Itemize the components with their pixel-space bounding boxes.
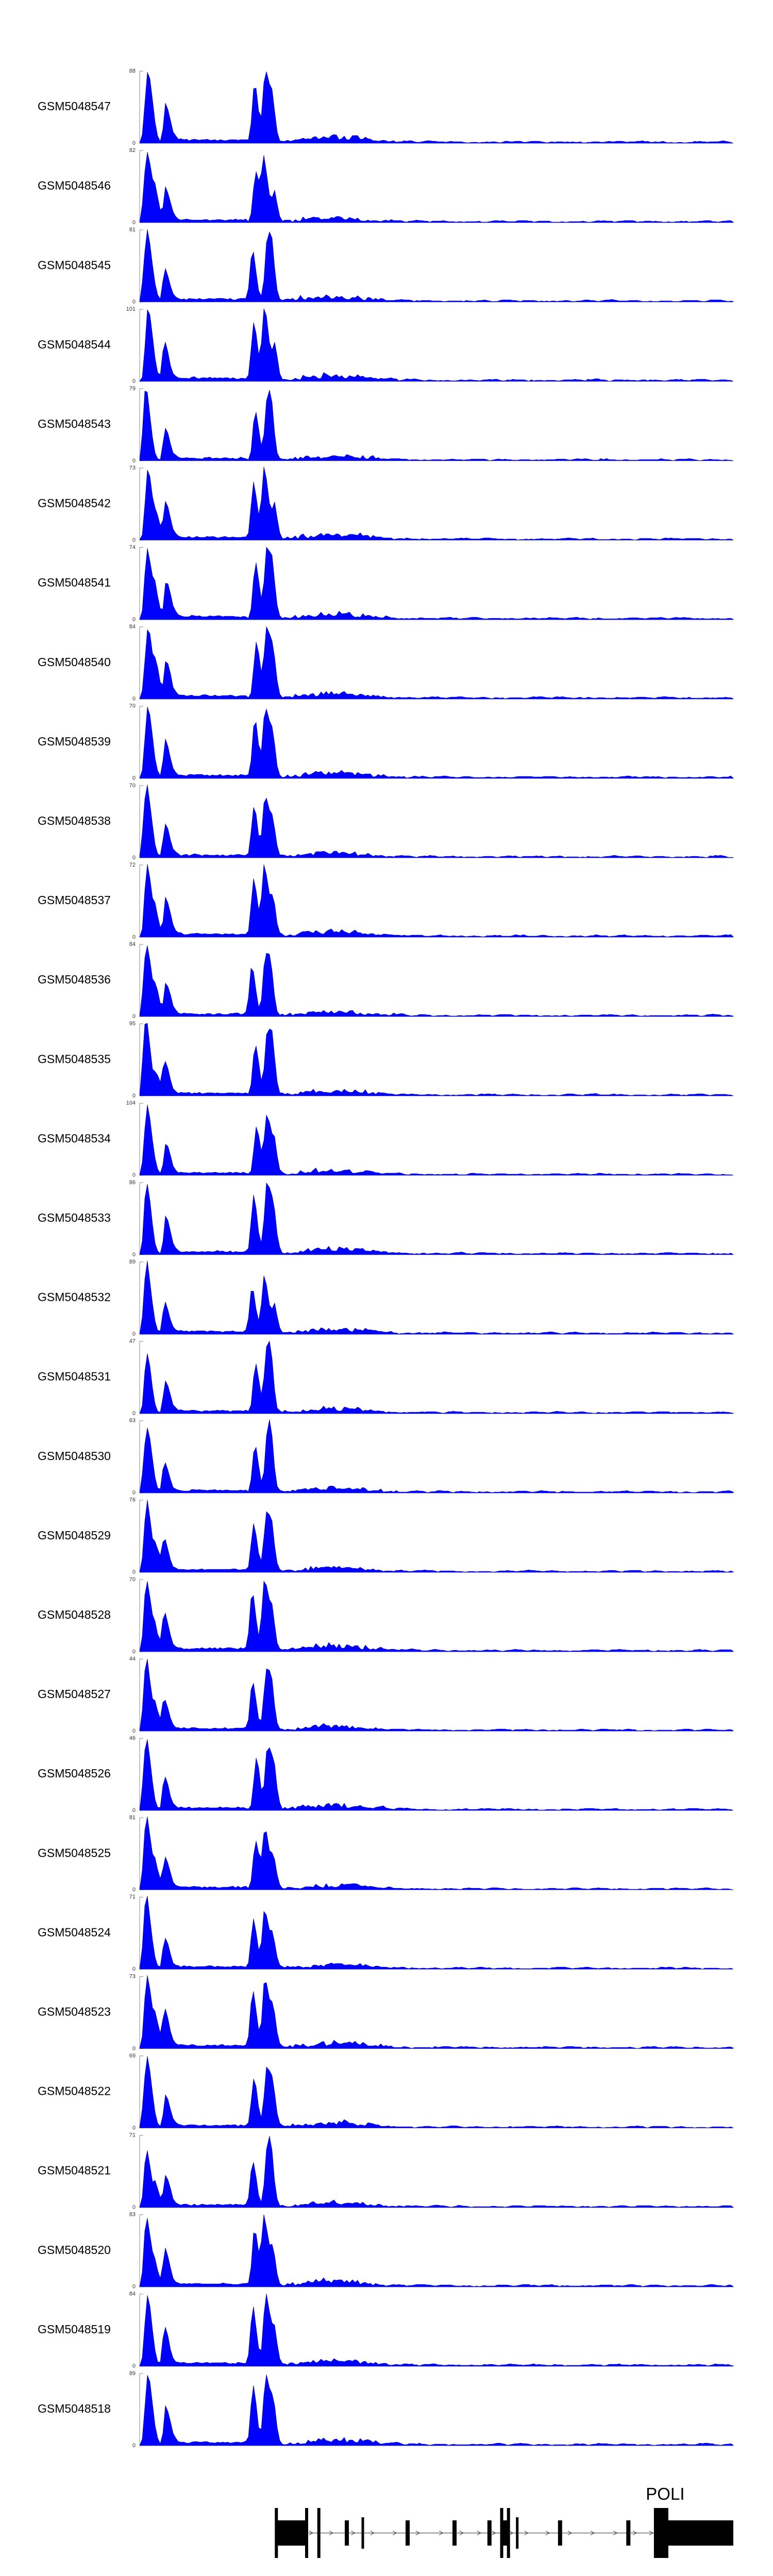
svg-text:GSM5048531: GSM5048531 bbox=[38, 1370, 111, 1383]
svg-text:GSM5048519: GSM5048519 bbox=[38, 2323, 111, 2336]
svg-text:0: 0 bbox=[132, 140, 136, 146]
svg-text:GSM5048527: GSM5048527 bbox=[38, 1687, 111, 1701]
svg-text:GSM5048546: GSM5048546 bbox=[38, 179, 111, 192]
svg-text:GSM5048545: GSM5048545 bbox=[38, 258, 111, 272]
svg-text:84: 84 bbox=[129, 2291, 136, 2297]
svg-text:0: 0 bbox=[132, 1411, 136, 1417]
svg-text:70: 70 bbox=[129, 783, 136, 789]
svg-text:81: 81 bbox=[129, 1815, 136, 1821]
svg-text:86: 86 bbox=[129, 1179, 136, 1185]
svg-text:88: 88 bbox=[129, 68, 136, 74]
svg-text:0: 0 bbox=[132, 537, 136, 543]
svg-text:0: 0 bbox=[132, 1093, 136, 1099]
svg-text:GSM5048532: GSM5048532 bbox=[38, 1291, 111, 1304]
svg-text:GSM5048530: GSM5048530 bbox=[38, 1449, 111, 1463]
svg-text:63: 63 bbox=[129, 1418, 136, 1424]
svg-text:GSM5048536: GSM5048536 bbox=[38, 973, 111, 986]
svg-text:GSM5048525: GSM5048525 bbox=[38, 1846, 111, 1859]
svg-text:GSM5048518: GSM5048518 bbox=[38, 2402, 111, 2415]
svg-text:GSM5048540: GSM5048540 bbox=[38, 655, 111, 669]
svg-text:46: 46 bbox=[129, 1735, 136, 1741]
svg-text:84: 84 bbox=[129, 941, 136, 947]
svg-text:76: 76 bbox=[129, 1497, 136, 1503]
svg-text:69: 69 bbox=[129, 2053, 136, 2059]
svg-text:GSM5048539: GSM5048539 bbox=[38, 735, 111, 748]
svg-text:GSM5048528: GSM5048528 bbox=[38, 1608, 111, 1621]
svg-text:GSM5048541: GSM5048541 bbox=[38, 576, 111, 589]
svg-text:89: 89 bbox=[129, 1259, 136, 1265]
svg-text:70: 70 bbox=[129, 1577, 136, 1583]
svg-text:0: 0 bbox=[132, 1807, 136, 1814]
svg-text:GSM5048534: GSM5048534 bbox=[38, 1131, 111, 1145]
svg-text:71: 71 bbox=[129, 2132, 136, 2139]
svg-text:101: 101 bbox=[126, 306, 136, 312]
svg-text:0: 0 bbox=[132, 1649, 136, 1655]
svg-text:44: 44 bbox=[129, 1656, 136, 1662]
svg-text:0: 0 bbox=[132, 299, 136, 305]
svg-text:83: 83 bbox=[129, 2212, 136, 2218]
svg-text:GSM5048521: GSM5048521 bbox=[38, 2164, 111, 2177]
svg-text:GSM5048538: GSM5048538 bbox=[38, 814, 111, 827]
svg-text:0: 0 bbox=[132, 1251, 136, 1258]
svg-text:GSM5048529: GSM5048529 bbox=[38, 1529, 111, 1542]
svg-text:GSM5048537: GSM5048537 bbox=[38, 893, 111, 907]
svg-text:0: 0 bbox=[132, 775, 136, 782]
svg-text:73: 73 bbox=[129, 1973, 136, 1979]
svg-text:89: 89 bbox=[129, 2370, 136, 2377]
svg-text:POLI: POLI bbox=[646, 2484, 684, 2503]
svg-text:104: 104 bbox=[126, 1100, 136, 1106]
svg-text:0: 0 bbox=[132, 696, 136, 702]
svg-text:72: 72 bbox=[129, 862, 136, 868]
svg-text:79: 79 bbox=[129, 385, 136, 392]
svg-text:0: 0 bbox=[132, 1887, 136, 1893]
svg-text:0: 0 bbox=[132, 1966, 136, 1972]
svg-text:GSM5048524: GSM5048524 bbox=[38, 1925, 111, 1939]
svg-text:0: 0 bbox=[132, 1728, 136, 1734]
svg-text:0: 0 bbox=[132, 378, 136, 384]
svg-text:GSM5048526: GSM5048526 bbox=[38, 1767, 111, 1780]
svg-text:GSM5048523: GSM5048523 bbox=[38, 2005, 111, 2018]
svg-text:95: 95 bbox=[129, 1021, 136, 1027]
svg-text:GSM5048547: GSM5048547 bbox=[38, 99, 111, 113]
svg-text:0: 0 bbox=[132, 457, 136, 464]
svg-text:0: 0 bbox=[132, 1331, 136, 1337]
svg-text:0: 0 bbox=[132, 2125, 136, 2131]
svg-text:0: 0 bbox=[132, 1172, 136, 1178]
svg-text:GSM5048535: GSM5048535 bbox=[38, 1052, 111, 1065]
svg-text:0: 0 bbox=[132, 855, 136, 861]
svg-text:84: 84 bbox=[129, 624, 136, 630]
svg-text:0: 0 bbox=[132, 1490, 136, 1496]
svg-text:71: 71 bbox=[129, 1894, 136, 1900]
svg-text:GSM5048544: GSM5048544 bbox=[38, 337, 111, 351]
svg-text:74: 74 bbox=[129, 545, 136, 551]
svg-text:0: 0 bbox=[132, 2205, 136, 2211]
svg-text:0: 0 bbox=[132, 2045, 136, 2052]
svg-text:0: 0 bbox=[132, 1013, 136, 1020]
svg-text:0: 0 bbox=[132, 617, 136, 623]
svg-text:82: 82 bbox=[129, 147, 136, 154]
svg-text:0: 0 bbox=[132, 219, 136, 226]
svg-text:GSM5048520: GSM5048520 bbox=[38, 2243, 111, 2257]
svg-text:0: 0 bbox=[132, 2284, 136, 2290]
svg-text:GSM5048543: GSM5048543 bbox=[38, 417, 111, 430]
svg-text:0: 0 bbox=[132, 2363, 136, 2369]
svg-text:0: 0 bbox=[132, 2443, 136, 2449]
svg-text:81: 81 bbox=[129, 227, 136, 233]
svg-text:70: 70 bbox=[129, 703, 136, 709]
svg-text:GSM5048533: GSM5048533 bbox=[38, 1211, 111, 1224]
svg-text:47: 47 bbox=[129, 1338, 136, 1345]
svg-text:0: 0 bbox=[132, 1569, 136, 1575]
svg-text:GSM5048542: GSM5048542 bbox=[38, 497, 111, 510]
svg-text:GSM5048522: GSM5048522 bbox=[38, 2084, 111, 2098]
svg-text:73: 73 bbox=[129, 465, 136, 471]
svg-text:0: 0 bbox=[132, 934, 136, 940]
